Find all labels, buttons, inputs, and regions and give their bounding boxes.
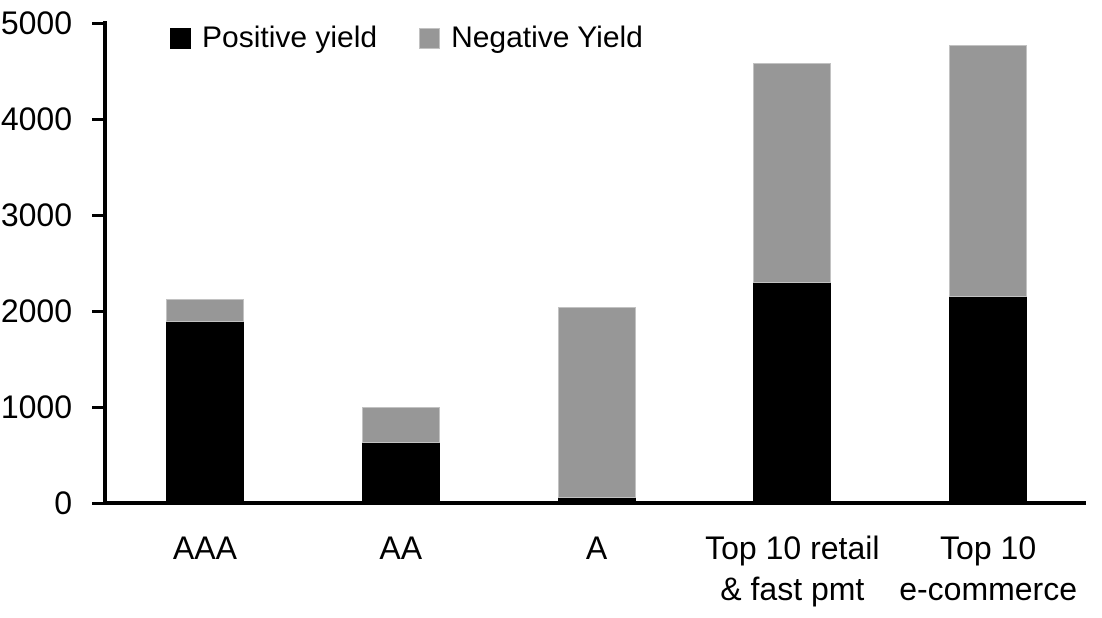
bar-segment-negative-yield-top-10-retail-fast-pmt	[753, 63, 832, 284]
bar-segment-negative-yield-a	[557, 307, 636, 499]
y-axis-tick	[92, 117, 105, 121]
bar-segment-negative-yield-top-10-e-commerce	[949, 45, 1028, 297]
y-axis-tick	[92, 309, 105, 313]
legend-swatch-gray-square-icon	[419, 27, 441, 49]
bar-segment-positive-yield-top-10-e-commerce	[949, 296, 1028, 503]
legend-swatch-black-square-icon	[170, 27, 191, 49]
y-axis-tick-label: 3000	[0, 197, 72, 233]
x-axis-category-label-aa: AA	[379, 530, 423, 566]
x-axis-category-label-aaa: AAA	[172, 530, 237, 566]
bar-segment-negative-yield-aa	[361, 407, 440, 444]
y-axis-tick-label: 0	[54, 485, 72, 521]
y-axis-tick-label: 1000	[0, 389, 72, 425]
y-axis-tick	[92, 21, 105, 25]
legend-label-positive-yield: Positive yield	[202, 21, 378, 54]
y-axis-tick	[92, 213, 105, 217]
x-axis-line	[103, 501, 1086, 505]
y-axis-line	[103, 21, 107, 505]
legend-item-negative-yield: Negative Yield	[419, 21, 643, 55]
legend-item-positive-yield: Positive yield	[170, 21, 377, 55]
bar-segment-negative-yield-aaa	[165, 299, 244, 322]
y-axis-tick-label: 5000	[0, 5, 72, 41]
bar-segment-positive-yield-top-10-retail-fast-pmt	[753, 283, 832, 503]
bar-segment-positive-yield-a	[557, 498, 636, 503]
chart-legend: Positive yield Negative Yield	[170, 21, 643, 55]
x-axis-category-label-top-10-retail-fast-pmt: Top 10 retail & fast pmt	[705, 530, 880, 607]
y-axis-tick	[92, 501, 105, 505]
x-axis-category-label-a: A	[585, 530, 608, 566]
bar-segment-positive-yield-aaa	[165, 321, 244, 503]
y-axis-tick-label: 4000	[0, 101, 72, 137]
bar-segment-positive-yield-aa	[361, 443, 440, 503]
y-axis-tick-label: 2000	[0, 293, 72, 329]
x-axis-category-label-top-10-e-commerce: Top 10 e-commerce	[899, 530, 1077, 607]
legend-label-negative-yield: Negative Yield	[451, 21, 643, 54]
y-axis-tick	[92, 405, 105, 409]
